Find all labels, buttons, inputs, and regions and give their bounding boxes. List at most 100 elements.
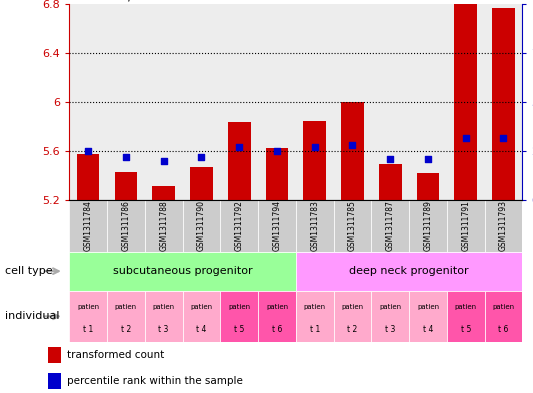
- Text: GSM1311794: GSM1311794: [272, 200, 281, 252]
- Text: t 6: t 6: [272, 325, 282, 334]
- Bar: [334, 291, 372, 342]
- Text: t 5: t 5: [234, 325, 244, 334]
- Text: cell type: cell type: [5, 266, 53, 276]
- Bar: [107, 4, 145, 200]
- Bar: [447, 200, 484, 252]
- Text: patien: patien: [77, 304, 99, 310]
- Text: patien: patien: [492, 304, 514, 310]
- Bar: [115, 172, 138, 200]
- Point: [462, 134, 470, 141]
- Text: patien: patien: [228, 304, 251, 310]
- Text: deep neck progenitor: deep neck progenitor: [349, 266, 469, 276]
- Bar: [145, 200, 182, 252]
- Bar: [454, 4, 477, 200]
- Bar: [258, 200, 296, 252]
- Bar: [409, 200, 447, 252]
- Bar: [69, 252, 296, 291]
- Bar: [296, 4, 334, 200]
- Text: patien: patien: [304, 304, 326, 310]
- Point: [424, 156, 432, 162]
- Bar: [182, 4, 220, 200]
- Bar: [228, 122, 251, 200]
- Bar: [334, 200, 372, 252]
- Bar: [484, 291, 522, 342]
- Bar: [303, 121, 326, 200]
- Bar: [145, 291, 182, 342]
- Point: [197, 154, 206, 160]
- Bar: [152, 186, 175, 200]
- Bar: [296, 200, 334, 252]
- Text: t 1: t 1: [83, 325, 93, 334]
- Bar: [372, 291, 409, 342]
- Text: patien: patien: [115, 304, 137, 310]
- Bar: [77, 154, 100, 200]
- Bar: [258, 291, 296, 342]
- Text: GSM1311788: GSM1311788: [159, 200, 168, 252]
- Text: subcutaneous progenitor: subcutaneous progenitor: [113, 266, 252, 276]
- Bar: [182, 200, 220, 252]
- Bar: [296, 252, 522, 291]
- Point: [122, 154, 130, 160]
- Text: GSM1311789: GSM1311789: [423, 200, 432, 252]
- Bar: [220, 291, 258, 342]
- Text: individual: individual: [5, 311, 60, 321]
- Bar: [447, 291, 484, 342]
- Bar: [69, 291, 107, 342]
- Text: GSM1311783: GSM1311783: [310, 200, 319, 252]
- Text: patien: patien: [379, 304, 401, 310]
- Text: GSM1311792: GSM1311792: [235, 200, 244, 252]
- Text: percentile rank within the sample: percentile rank within the sample: [67, 376, 243, 386]
- Bar: [409, 291, 447, 342]
- Bar: [484, 200, 522, 252]
- Bar: [417, 173, 439, 200]
- Point: [386, 156, 394, 162]
- Point: [235, 144, 244, 151]
- Bar: [372, 200, 409, 252]
- Bar: [296, 291, 334, 342]
- Point: [273, 148, 281, 154]
- Bar: [409, 4, 447, 200]
- Text: patien: patien: [152, 304, 175, 310]
- Text: transformed count: transformed count: [67, 350, 164, 360]
- Bar: [447, 4, 484, 200]
- Text: t 3: t 3: [158, 325, 169, 334]
- Bar: [258, 4, 296, 200]
- Text: patien: patien: [266, 304, 288, 310]
- Point: [310, 144, 319, 151]
- Bar: [190, 167, 213, 200]
- Bar: [372, 4, 409, 200]
- Bar: [107, 291, 145, 342]
- Point: [159, 158, 168, 164]
- Text: t 3: t 3: [385, 325, 395, 334]
- Point: [84, 148, 92, 154]
- Bar: [379, 163, 401, 200]
- Bar: [265, 148, 288, 200]
- Text: patien: patien: [455, 304, 477, 310]
- Text: GSM1311790: GSM1311790: [197, 200, 206, 252]
- Text: t 5: t 5: [461, 325, 471, 334]
- Bar: [69, 4, 107, 200]
- Bar: [492, 7, 515, 200]
- Bar: [48, 347, 61, 364]
- Text: GSM1311787: GSM1311787: [386, 200, 395, 252]
- Bar: [334, 4, 372, 200]
- Text: t 4: t 4: [423, 325, 433, 334]
- Bar: [220, 200, 258, 252]
- Bar: [484, 4, 522, 200]
- Text: patien: patien: [190, 304, 213, 310]
- Text: patien: patien: [417, 304, 439, 310]
- Bar: [220, 4, 258, 200]
- Text: patien: patien: [341, 304, 364, 310]
- Text: GDS5171 / 7983928: GDS5171 / 7983928: [65, 0, 192, 3]
- Text: GSM1311786: GSM1311786: [122, 200, 131, 252]
- Bar: [107, 200, 145, 252]
- Text: t 1: t 1: [310, 325, 320, 334]
- Text: t 2: t 2: [348, 325, 358, 334]
- Text: GSM1311784: GSM1311784: [84, 200, 93, 252]
- Bar: [182, 291, 220, 342]
- Text: GSM1311793: GSM1311793: [499, 200, 508, 252]
- Bar: [69, 200, 107, 252]
- Point: [348, 142, 357, 149]
- Text: GSM1311791: GSM1311791: [461, 200, 470, 252]
- Text: t 6: t 6: [498, 325, 508, 334]
